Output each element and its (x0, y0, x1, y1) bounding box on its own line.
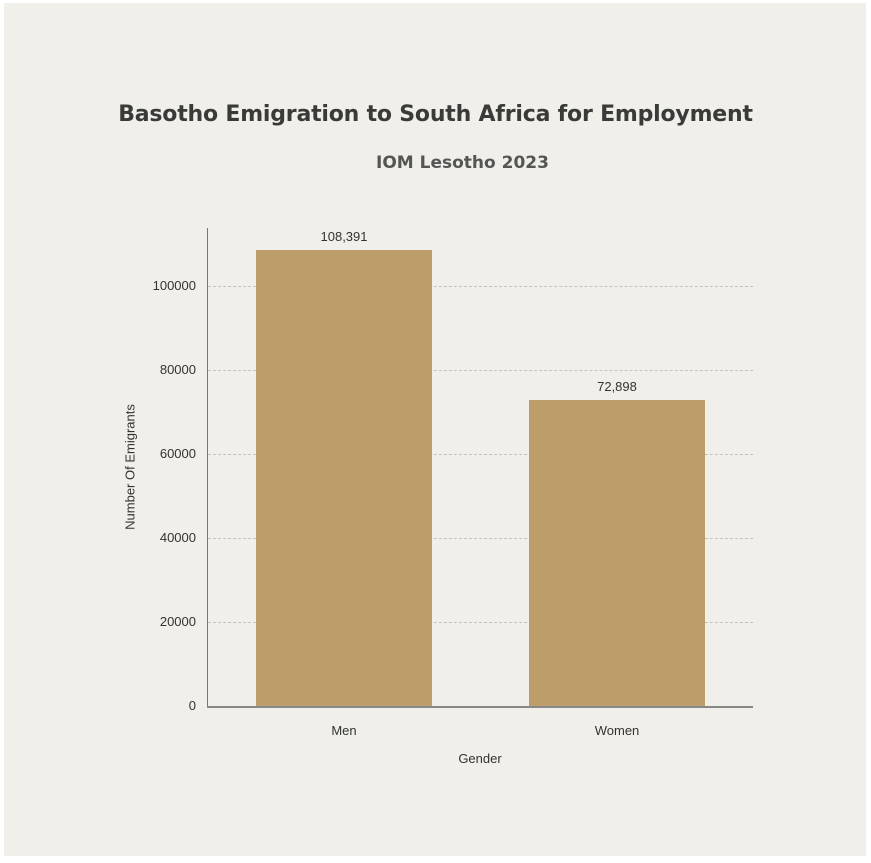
gridline-100000 (208, 286, 753, 287)
chart-card (4, 3, 866, 856)
data-label-men: 108,391 (320, 229, 368, 244)
chart-title: Basotho Emigration to South Africa for E… (118, 102, 753, 127)
y-axis-title: Number Of Emigrants (122, 404, 138, 530)
x-tick-label-women: Women (594, 723, 640, 738)
x-axis-line (207, 706, 753, 708)
y-tick-label: 60000 (159, 446, 196, 461)
y-tick-label: 40000 (159, 530, 196, 545)
y-axis-line (207, 228, 208, 707)
chart-subtitle: IOM Lesotho 2023 (376, 153, 549, 173)
gridline-40000 (208, 538, 753, 539)
y-tick-label: 100000 (152, 278, 196, 293)
x-axis-title: Gender (458, 751, 502, 766)
y-tick-label: 0 (188, 698, 196, 713)
y-tick-label: 20000 (159, 614, 196, 629)
x-tick-label-men: Men (331, 723, 357, 738)
bar-women (529, 400, 705, 707)
gridline-80000 (208, 370, 753, 371)
gridline-20000 (208, 622, 753, 623)
y-tick-label: 80000 (159, 362, 196, 377)
data-label-women: 72,898 (597, 379, 637, 394)
gridline-60000 (208, 454, 753, 455)
bar-men (256, 250, 432, 707)
